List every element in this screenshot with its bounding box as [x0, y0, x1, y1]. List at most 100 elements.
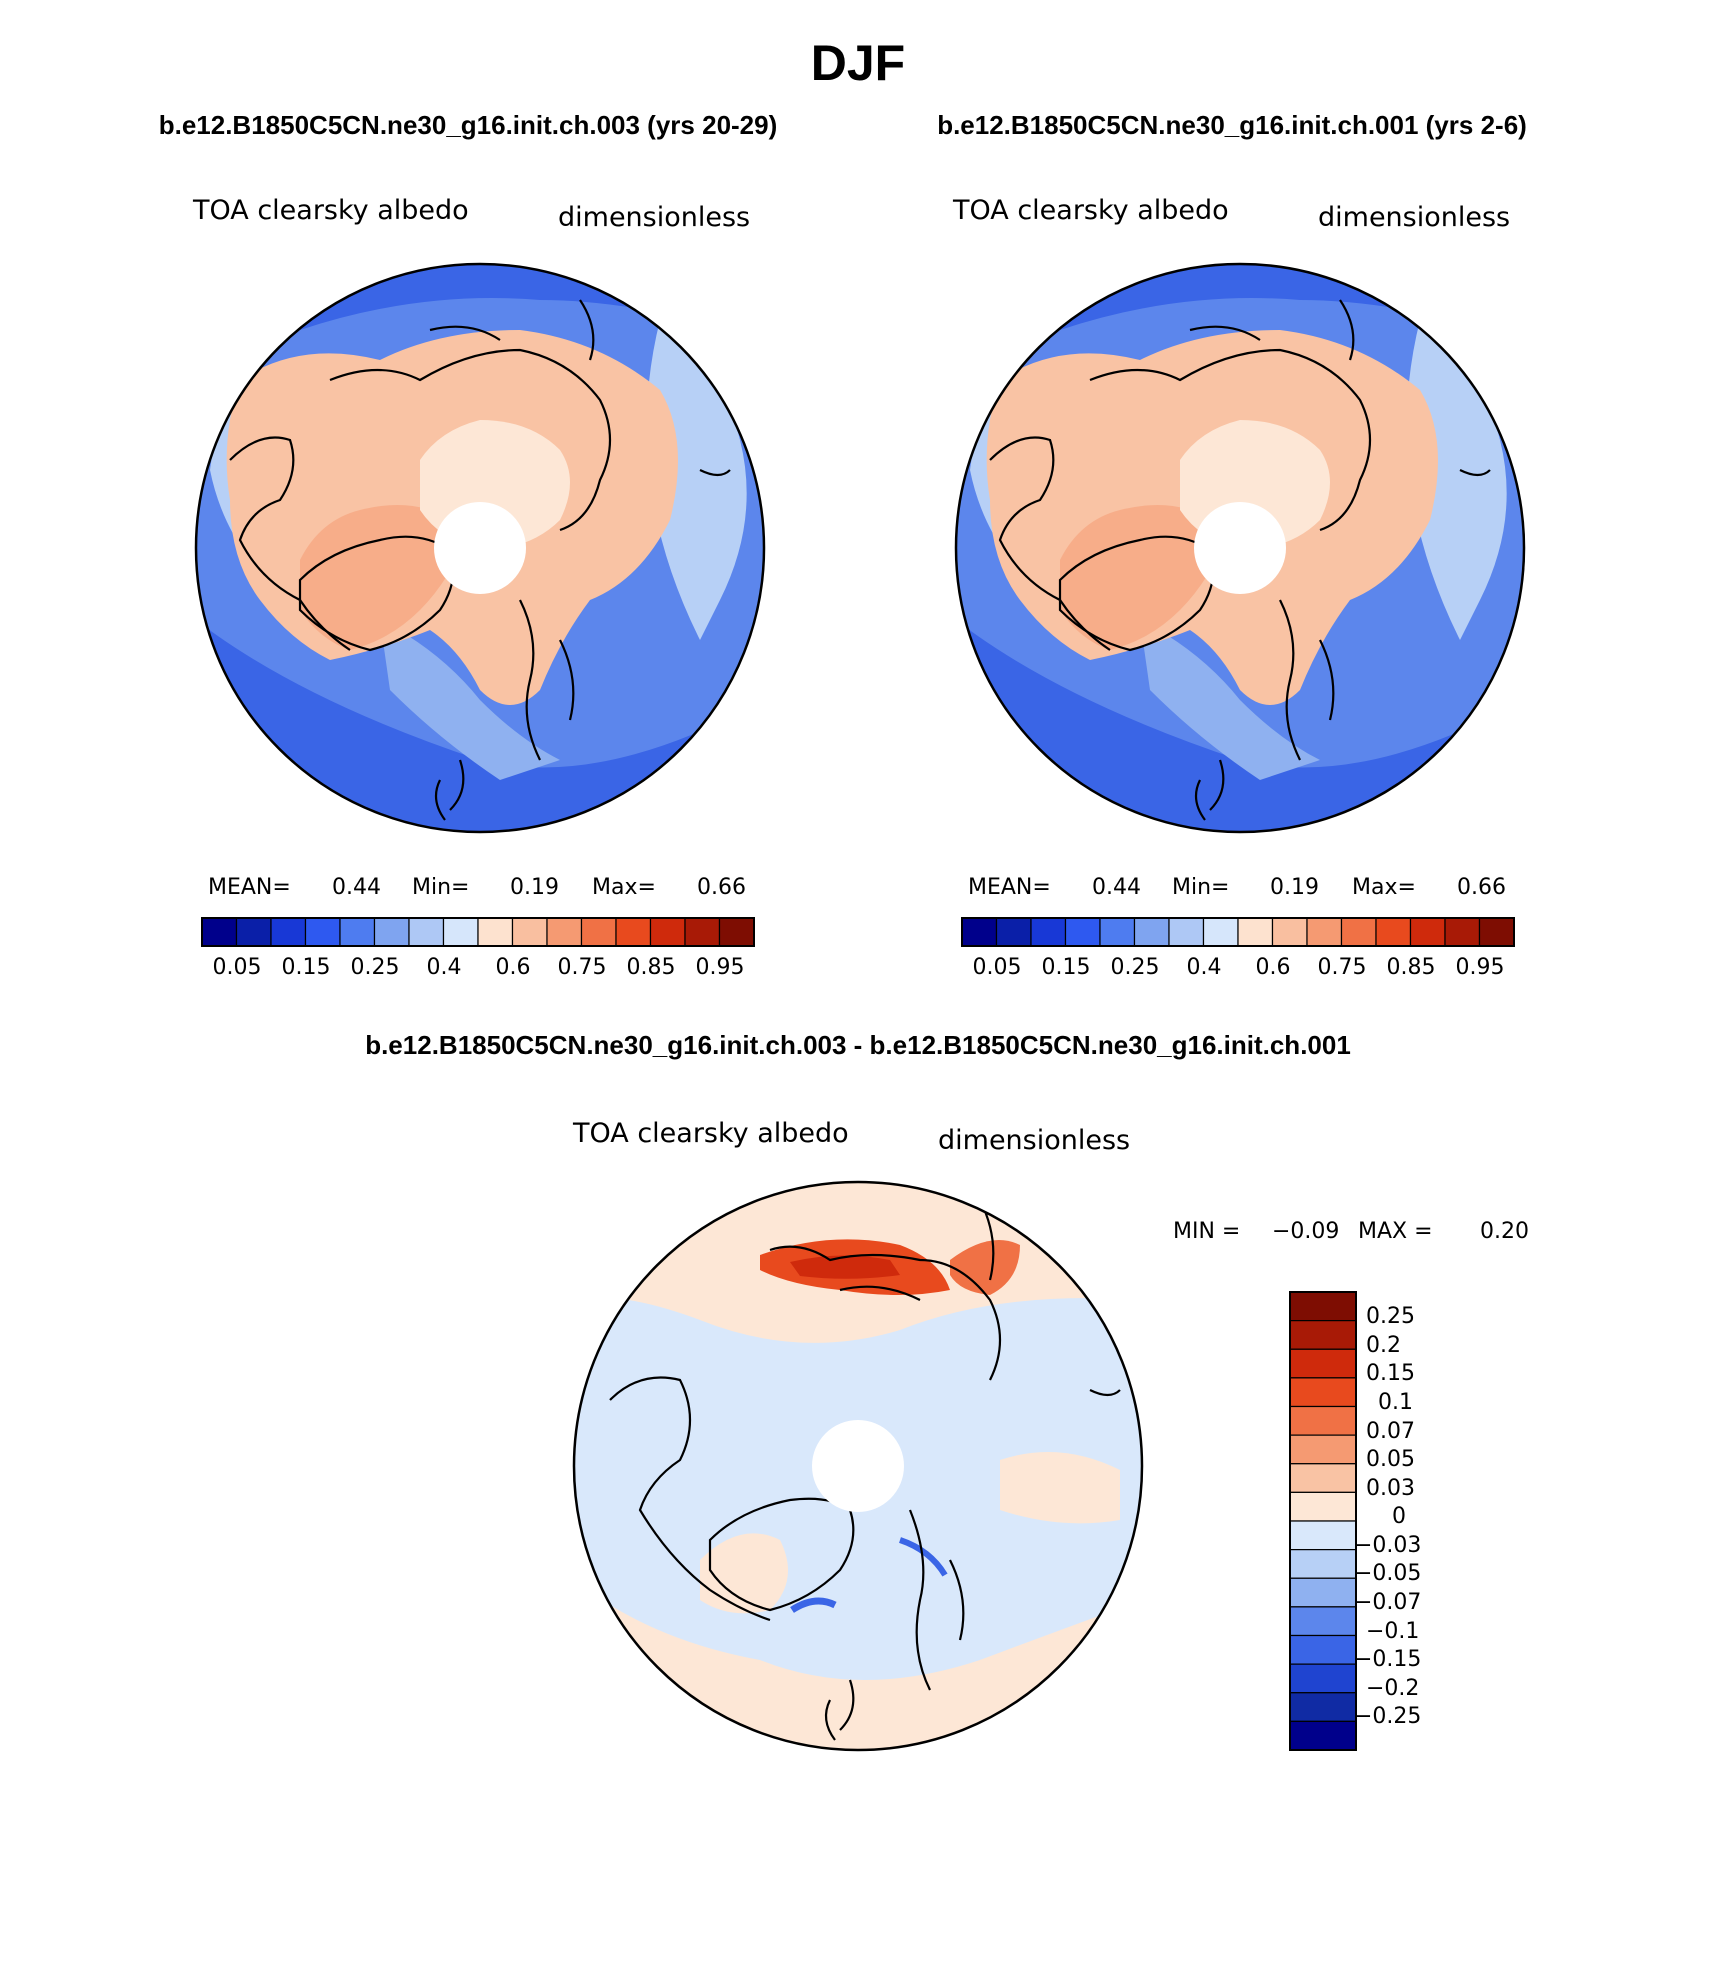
plot3-tick: 0.07	[1366, 1419, 1415, 1444]
plot2-mean-value: 0.44	[1092, 875, 1141, 900]
plot1-max-label: Max=	[592, 875, 656, 900]
plot2-tick: 0.6	[1256, 955, 1291, 980]
plot2-colorbar	[961, 917, 1515, 947]
plot2-max-label: Max=	[1352, 875, 1416, 900]
plot2-variable-label: TOA clearsky albedo	[952, 195, 1229, 226]
plot3-colorbar-swatch	[1289, 1291, 1357, 1322]
plot3-title: b.e12.B1850C5CN.ne30_g16.init.ch.003 - b…	[365, 1030, 1351, 1060]
plot1-colorbar-ticks: 0.05 0.15 0.25 0.4 0.6 0.75 0.85 0.95	[213, 955, 745, 980]
plot1-colorbar-swatch	[304, 917, 341, 947]
plot2-colorbar-swatch	[961, 917, 998, 947]
plot2-colorbar-swatch	[995, 917, 1032, 947]
plot2-colorbar-swatch	[1168, 917, 1205, 947]
plot3-colorbar-swatch	[1289, 1663, 1357, 1694]
plot1-tick: 0.25	[351, 955, 400, 980]
plot1-tick: 0.15	[282, 955, 331, 980]
plot2-tick: 0.85	[1387, 955, 1436, 980]
plot1-variable-label: TOA clearsky albedo	[192, 195, 469, 226]
plot2-colorbar-swatch	[1306, 917, 1343, 947]
plot1-map	[196, 264, 764, 832]
plot2-coastlines	[989, 299, 1491, 821]
plot3-colorbar-swatch	[1289, 1348, 1357, 1379]
plot2-colorbar-frame	[961, 917, 1515, 947]
plot1-max-value: 0.66	[697, 875, 746, 900]
plot2-colorbar-swatch	[1133, 917, 1170, 947]
plot3-tick: −0.05	[1354, 1561, 1421, 1586]
plot3-tick: −0.2	[1366, 1676, 1419, 1701]
plot1-colorbar-swatch	[477, 917, 514, 947]
plot3-colorbar-swatch	[1289, 1577, 1357, 1608]
plot3-variable-label: TOA clearsky albedo	[572, 1118, 849, 1149]
plot1-tick: 0.4	[427, 955, 462, 980]
plot1-colorbar-swatch	[442, 917, 479, 947]
plot2-colorbar-swatch	[1064, 917, 1101, 947]
plot2-colorbar-swatch	[1030, 917, 1067, 947]
plot3-tick: −0.07	[1354, 1590, 1421, 1615]
plot2-colorbar-ticks: 0.05 0.15 0.25 0.4 0.6 0.75 0.85 0.95	[973, 955, 1505, 980]
plot1-min-value: 0.19	[510, 875, 559, 900]
plot1-title: b.e12.B1850C5CN.ne30_g16.init.ch.003 (yr…	[159, 110, 778, 140]
plot3: TOA clearsky albedo dimensionless	[572, 1118, 1529, 1752]
plot1-units-label: dimensionless	[558, 202, 750, 233]
plot3-colorbar-swatch	[1289, 1549, 1357, 1579]
plot1-tick: 0.05	[213, 955, 262, 980]
plot3-tick: −0.25	[1354, 1704, 1421, 1729]
plot2-max-value: 0.66	[1457, 875, 1506, 900]
plot3-colorbar-swatch	[1289, 1520, 1357, 1551]
plot3-colorbar-swatch	[1289, 1463, 1357, 1493]
plot3-tick: 0.25	[1366, 1304, 1415, 1329]
plot1-coastlines	[229, 299, 731, 821]
plot3-max-value: 0.20	[1480, 1219, 1529, 1244]
plot3-coastlines	[609, 1199, 1121, 1741]
plot1-tick: 0.75	[558, 955, 607, 980]
plot3-colorbar-swatch	[1289, 1606, 1357, 1637]
plot2-units-label: dimensionless	[1318, 202, 1510, 233]
plot2-colorbar-swatch	[1444, 917, 1481, 947]
plot3-tick: 0.1	[1378, 1390, 1413, 1415]
plot3-tick: −0.15	[1354, 1647, 1421, 1672]
plot3-min-value: −0.09	[1272, 1219, 1339, 1244]
plot2-tick: 0.75	[1318, 955, 1367, 980]
plot3-colorbar-frame	[1289, 1291, 1357, 1751]
plot1-colorbar-swatch	[580, 917, 617, 947]
plot3-tick: 0	[1392, 1504, 1406, 1529]
plot1-colorbar-swatch	[373, 917, 410, 947]
plot2-colorbar-swatch	[1099, 917, 1136, 947]
plot1-tick: 0.6	[496, 955, 531, 980]
plot3-tick: 0.05	[1366, 1447, 1415, 1472]
plot3-tick: 0.15	[1366, 1361, 1415, 1386]
plot1-colorbar-swatch	[408, 917, 445, 947]
plot3-tick: −0.1	[1366, 1619, 1419, 1644]
plot1-tick: 0.85	[627, 955, 676, 980]
plot2-tick: 0.25	[1111, 955, 1160, 980]
plot2-tick: 0.95	[1456, 955, 1505, 980]
plot2-tick: 0.15	[1042, 955, 1091, 980]
plot2-tick: 0.05	[973, 955, 1022, 980]
plot2-min-label: Min=	[1172, 875, 1229, 900]
plot2: TOA clearsky albedo dimensionless	[952, 195, 1526, 980]
plot1-colorbar-frame	[201, 917, 755, 947]
plot1-colorbar-swatch	[339, 917, 376, 947]
plot2-map-border	[954, 262, 1526, 834]
plot1-mean-label: MEAN=	[208, 875, 291, 900]
plot1-tick: 0.95	[696, 955, 745, 980]
plot1-colorbar-swatch	[718, 917, 755, 947]
plot1-colorbar-swatch	[201, 917, 238, 947]
plot1-colorbar-swatch	[649, 917, 686, 947]
plot3-tick: 0.2	[1366, 1333, 1401, 1358]
plot3-min-label: MIN =	[1173, 1219, 1240, 1244]
plot3-colorbar-swatch	[1289, 1434, 1357, 1465]
plot1-colorbar-swatch	[546, 917, 583, 947]
plot3-max-label: MAX =	[1358, 1219, 1433, 1244]
figure-title: DJF	[811, 35, 905, 91]
plot2-tick: 0.4	[1187, 955, 1222, 980]
plot3-colorbar-swatch	[1289, 1720, 1357, 1751]
plot2-title: b.e12.B1850C5CN.ne30_g16.init.ch.001 (yr…	[937, 110, 1527, 140]
plot3-colorbar	[1289, 1291, 1357, 1751]
plot3-tick: −0.03	[1354, 1533, 1421, 1558]
plot2-min-value: 0.19	[1270, 875, 1319, 900]
plot3-map-border	[572, 1180, 1144, 1752]
plot2-colorbar-swatch	[1375, 917, 1412, 947]
plot1-mean-value: 0.44	[332, 875, 381, 900]
plot2-colorbar-swatch	[1478, 917, 1515, 947]
